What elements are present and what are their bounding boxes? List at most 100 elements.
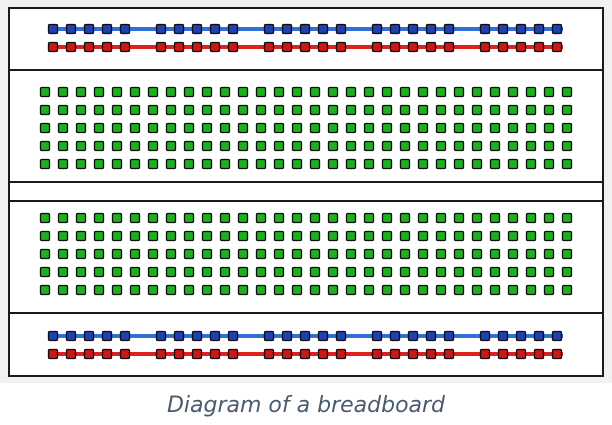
lower-terminal-hole xyxy=(381,230,393,242)
bottom-negative-rail-hole xyxy=(497,330,509,342)
top-negative-rail-hole xyxy=(65,23,77,35)
top-positive-rail-hole xyxy=(281,41,293,53)
lower-terminal-hole xyxy=(75,248,87,260)
lower-terminal-hole xyxy=(507,266,519,278)
upper-terminal-hole xyxy=(255,122,267,134)
lower-terminal-hole xyxy=(381,284,393,296)
top-positive-rail-hole xyxy=(479,41,491,53)
top-positive-rail-hole xyxy=(317,41,329,53)
upper-terminal-hole xyxy=(381,122,393,134)
lower-terminal-hole xyxy=(381,212,393,224)
upper-terminal-hole xyxy=(471,140,483,152)
lower-terminal-hole xyxy=(561,212,573,224)
upper-terminal-hole xyxy=(183,140,195,152)
top-negative-rail-hole xyxy=(515,23,527,35)
upper-terminal-hole xyxy=(111,140,123,152)
lower-terminal-hole xyxy=(345,248,357,260)
bottom-negative-rail-hole xyxy=(173,330,185,342)
upper-terminal-hole xyxy=(237,158,249,170)
upper-terminal-hole xyxy=(147,158,159,170)
upper-terminal-hole xyxy=(39,140,51,152)
bottom-negative-rail-hole xyxy=(407,330,419,342)
lower-terminal-hole xyxy=(147,284,159,296)
upper-terminal-hole xyxy=(489,86,501,98)
top-negative-rail-hole xyxy=(551,23,563,35)
lower-terminal-hole xyxy=(471,284,483,296)
lower-terminal-hole xyxy=(543,230,555,242)
upper-terminal-hole xyxy=(363,86,375,98)
upper-terminal-hole xyxy=(129,122,141,134)
lower-terminal-hole xyxy=(201,230,213,242)
bottom-negative-rail-hole xyxy=(551,330,563,342)
lower-terminal-hole xyxy=(345,284,357,296)
lower-terminal-hole xyxy=(237,248,249,260)
top-negative-rail-hole xyxy=(47,23,59,35)
lower-terminal-hole xyxy=(39,248,51,260)
upper-terminal-hole xyxy=(453,86,465,98)
lower-terminal-hole xyxy=(255,230,267,242)
upper-terminal-hole xyxy=(543,158,555,170)
upper-terminal-hole xyxy=(237,104,249,116)
upper-terminal-hole xyxy=(129,140,141,152)
top-positive-rail-hole xyxy=(443,41,455,53)
lower-terminal-hole xyxy=(417,284,429,296)
lower-terminal-hole xyxy=(147,248,159,260)
upper-terminal-hole xyxy=(57,158,69,170)
upper-terminal-hole xyxy=(561,122,573,134)
lower-terminal-hole xyxy=(543,284,555,296)
lower-terminal-hole xyxy=(183,212,195,224)
upper-terminal-hole xyxy=(219,86,231,98)
lower-terminal-hole xyxy=(165,212,177,224)
lower-terminal-hole xyxy=(363,212,375,224)
upper-terminal-hole xyxy=(525,104,537,116)
bottom-positive-rail-hole xyxy=(65,348,77,360)
lower-terminal-hole xyxy=(489,266,501,278)
upper-terminal-hole xyxy=(507,140,519,152)
lower-terminal-hole xyxy=(435,230,447,242)
lower-terminal-hole xyxy=(93,266,105,278)
top-positive-rail-hole xyxy=(551,41,563,53)
upper-terminal-hole xyxy=(291,122,303,134)
upper-terminal-hole xyxy=(381,86,393,98)
top-negative-rail-hole xyxy=(497,23,509,35)
lower-terminal-hole xyxy=(75,230,87,242)
lower-terminal-hole xyxy=(327,248,339,260)
upper-terminal-hole xyxy=(57,86,69,98)
lower-terminal-hole xyxy=(237,212,249,224)
lower-terminal-hole xyxy=(93,212,105,224)
upper-terminal-hole xyxy=(543,104,555,116)
top-positive-rail-hole xyxy=(371,41,383,53)
lower-terminal-hole xyxy=(237,230,249,242)
upper-terminal-hole xyxy=(399,86,411,98)
bottom-negative-rail-hole xyxy=(443,330,455,342)
top-negative-rail-hole xyxy=(335,23,347,35)
lower-terminal-hole xyxy=(273,266,285,278)
lower-terminal-hole xyxy=(93,284,105,296)
top-negative-rail-hole xyxy=(155,23,167,35)
lower-terminal-hole xyxy=(525,230,537,242)
top-positive-rail-hole xyxy=(47,41,59,53)
lower-terminal-hole xyxy=(327,266,339,278)
center-channel xyxy=(8,181,604,202)
lower-terminal-hole xyxy=(345,266,357,278)
upper-terminal-hole xyxy=(489,104,501,116)
bottom-negative-rail-hole xyxy=(47,330,59,342)
upper-terminal-hole xyxy=(273,158,285,170)
lower-terminal-hole xyxy=(165,284,177,296)
lower-terminal-hole xyxy=(525,248,537,260)
upper-terminal-hole xyxy=(309,122,321,134)
lower-terminal-hole xyxy=(165,230,177,242)
lower-terminal-hole xyxy=(237,266,249,278)
top-negative-rail-hole xyxy=(479,23,491,35)
upper-terminal-hole xyxy=(165,104,177,116)
upper-terminal-hole xyxy=(471,158,483,170)
bottom-positive-rail-hole xyxy=(227,348,239,360)
top-positive-rail-hole xyxy=(209,41,221,53)
upper-terminal-hole xyxy=(201,158,213,170)
upper-terminal-hole xyxy=(561,104,573,116)
lower-terminal-hole xyxy=(165,266,177,278)
top-positive-rail-hole xyxy=(227,41,239,53)
upper-terminal-hole xyxy=(165,158,177,170)
lower-terminal-hole xyxy=(219,284,231,296)
lower-terminal-hole xyxy=(399,230,411,242)
